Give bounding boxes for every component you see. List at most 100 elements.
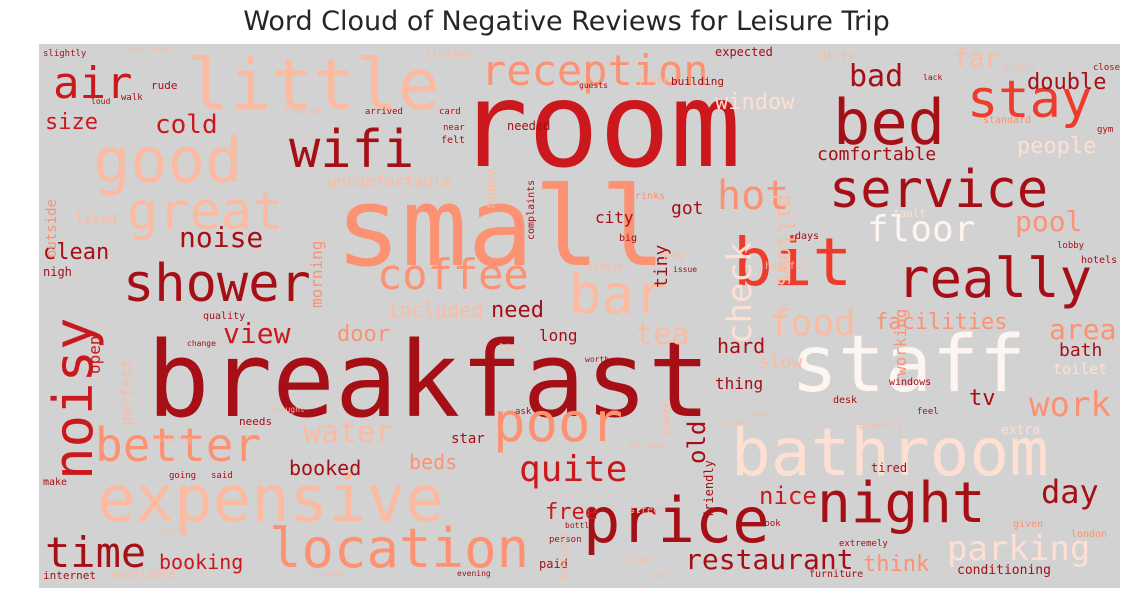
word-thing: thing [715, 374, 764, 393]
word-bath: bath [1059, 340, 1103, 361]
word-area: area [1049, 313, 1117, 346]
word-felt: felt [441, 135, 466, 146]
word-price: price [583, 484, 770, 557]
word-clean: clean [43, 240, 110, 265]
word-lift: lift [499, 343, 524, 354]
word-single: single [587, 261, 624, 272]
word-cold: cold [155, 110, 218, 140]
word-extra: extra [1001, 423, 1041, 438]
word-arrival: arrival [629, 441, 667, 451]
word-look: look [759, 519, 781, 529]
word-liked: liked [75, 211, 118, 227]
word-size: size [45, 110, 98, 135]
word-included: included [387, 298, 484, 322]
word-pillows: pillows [772, 194, 797, 287]
word-issue: issue [673, 265, 698, 274]
word-saw: saw [753, 409, 768, 418]
word-really: really [897, 247, 1093, 310]
word-need: need [491, 298, 544, 323]
word-free: free [545, 500, 598, 525]
word-thought: thought [271, 405, 305, 414]
word-internet: internet [43, 569, 96, 582]
word-day: day [1041, 473, 1099, 511]
word-hotels: hotels [1081, 255, 1118, 266]
word-floor: floor [867, 209, 976, 250]
word-helpful: helpful [765, 261, 808, 272]
word-needs: needs [239, 415, 273, 428]
word-near: near [443, 123, 465, 133]
word-needed: needed [507, 119, 551, 133]
word-think: think [863, 552, 930, 577]
word-drinks: drinks [629, 191, 666, 202]
word-friendly: friendly [702, 460, 716, 518]
word-person: person [549, 535, 582, 545]
word-dirty: dirty [819, 49, 856, 63]
word-booked: booked [289, 456, 362, 480]
word-great: great [127, 182, 284, 242]
word-early: early [161, 527, 189, 537]
word-food: food [769, 303, 856, 344]
word-uncomfortable: uncomfortable [327, 172, 453, 191]
word-lobby: lobby [1057, 241, 1085, 251]
word-hot: hot [717, 173, 790, 219]
word-work: work [1029, 385, 1111, 425]
word-sleep: sleep [723, 419, 751, 429]
word-parking: parking [947, 529, 1091, 569]
word-extremely: extremely [839, 539, 888, 549]
word-stay: stay [967, 70, 1093, 130]
word-london: london [1071, 529, 1108, 540]
word-noise: noise [179, 221, 264, 254]
word-expensive: expensive [97, 463, 444, 537]
word-bad: bad [849, 59, 904, 94]
word-bathroom: bathroom [731, 414, 1049, 491]
word-inside: inside [313, 569, 342, 578]
word-comfortable: comfortable [817, 144, 937, 165]
word-night: night [817, 471, 986, 536]
word-close: close [621, 555, 652, 566]
word-ask: ask [515, 407, 532, 417]
word-lack: lack [923, 73, 943, 82]
word-rude: rude [151, 79, 178, 92]
word-difficult: difficult [560, 531, 570, 580]
word-closed: closed [1093, 63, 1120, 73]
word-door: door [337, 322, 390, 347]
word-perfect: perfect [117, 358, 136, 426]
word-tired: tired [871, 461, 908, 475]
word-furniture: furniture [809, 569, 864, 580]
word-said: said [211, 471, 233, 481]
word-city: city [595, 208, 634, 227]
word-tv: tv [969, 386, 996, 411]
word-card: card [439, 107, 461, 117]
word-service: service [829, 160, 1049, 220]
word-guests: guests [579, 81, 608, 90]
word-restaurant: restaurant [685, 543, 854, 576]
word-window: window [715, 90, 795, 115]
word-time: time [45, 528, 147, 577]
word-walk: walk [121, 93, 143, 103]
word-desk: desk [833, 395, 858, 406]
word-loud: loud [91, 97, 111, 106]
word-excellent: excellent [125, 45, 174, 55]
word-air: air [53, 58, 133, 109]
word-money: money [484, 168, 499, 208]
word-bar: bar [569, 263, 667, 326]
word-bit: bit [733, 224, 853, 301]
word-star: star [451, 431, 485, 447]
word-windows: windows [889, 377, 932, 388]
word-complaints: complaints [526, 179, 537, 240]
word-limited: limited [425, 47, 472, 60]
word-going: going [169, 471, 197, 481]
word-view: view [223, 317, 291, 350]
word-quality: quality [203, 311, 246, 322]
word-shower: shower [123, 254, 311, 314]
word-building: building [671, 75, 724, 88]
word-bedroom: bedroom [285, 107, 323, 117]
word-properly: properly [859, 421, 903, 431]
word-small: small [335, 163, 667, 291]
word-standard: standard [983, 115, 1032, 126]
word-outside: outside [44, 198, 60, 258]
word-make: make [43, 477, 68, 488]
chart-title: Word Cloud of Negative Reviews for Leisu… [243, 6, 890, 37]
word-got: got [671, 198, 704, 219]
word-people: people [1017, 134, 1097, 159]
